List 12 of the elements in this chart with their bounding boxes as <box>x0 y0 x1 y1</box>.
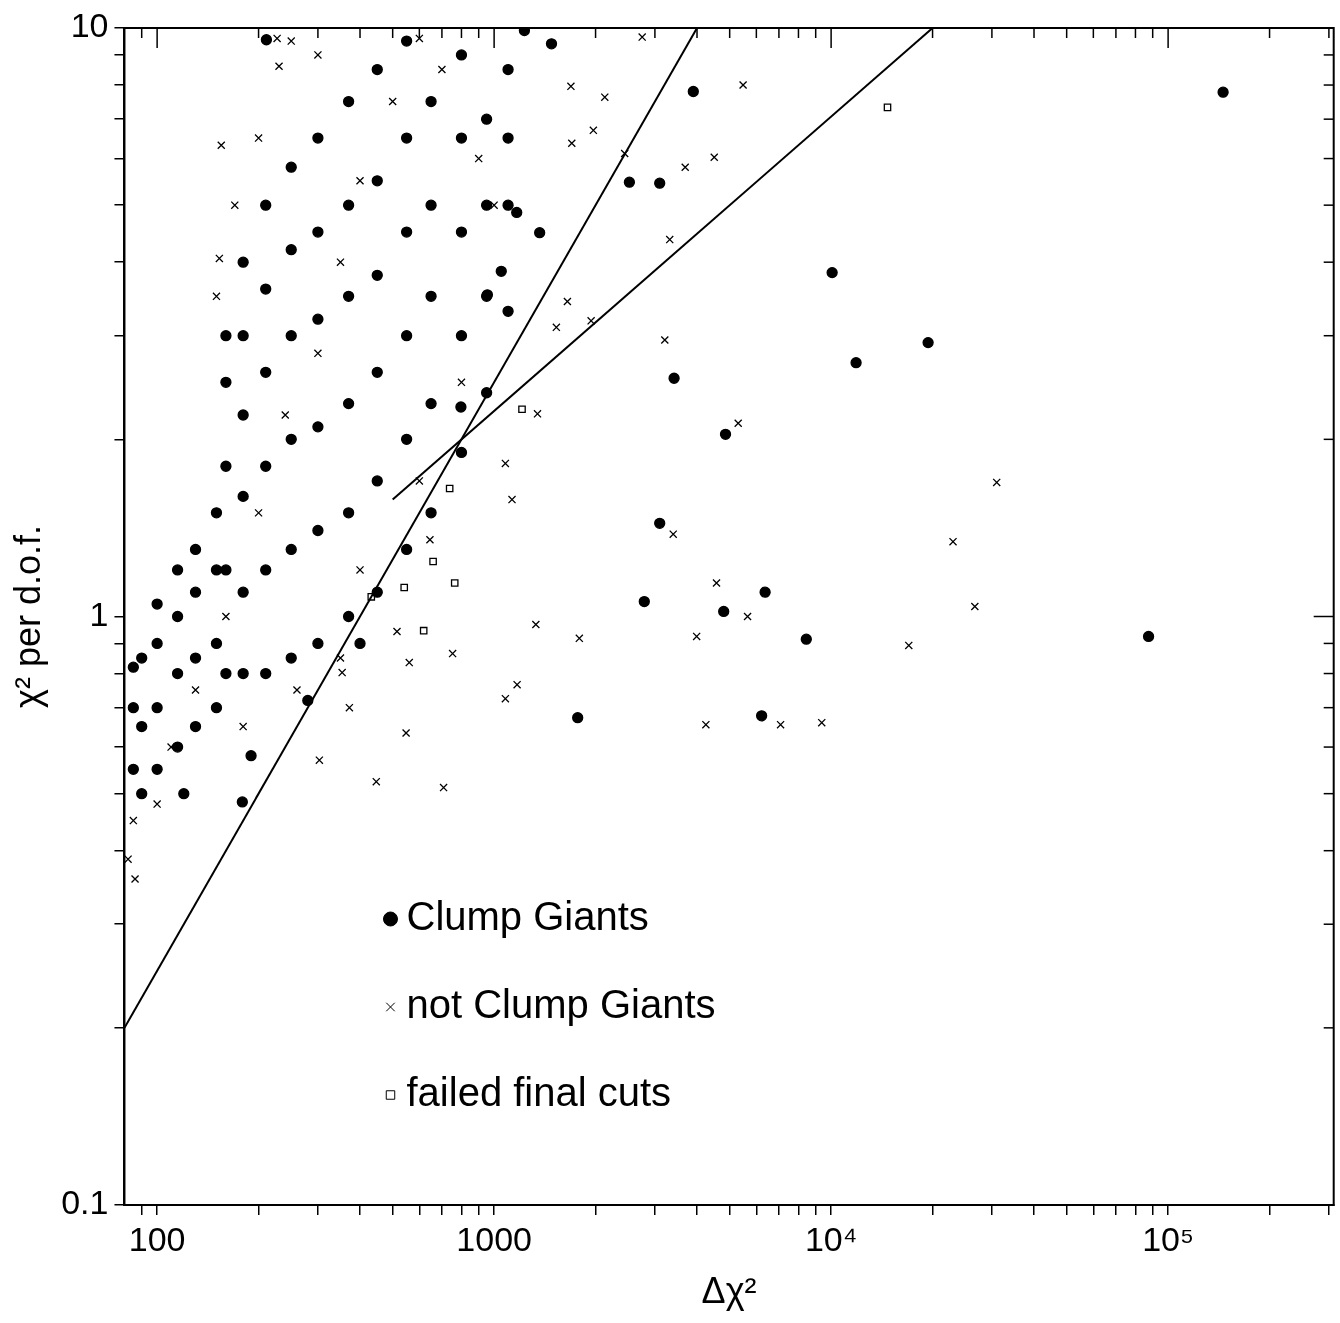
y-tick-label: 10 <box>70 6 109 45</box>
x-tick-label: 10⁴ <box>804 1219 858 1258</box>
x-tick-label: 100 <box>128 1219 186 1258</box>
x-tick-label: 1000 <box>456 1219 532 1258</box>
y-tick-label: 1 <box>89 594 109 633</box>
x-tick-label: 10⁵ <box>1142 1219 1195 1258</box>
y-tick-label: 0.1 <box>61 1183 109 1222</box>
x-axis-title: Δχ² <box>701 1270 757 1312</box>
legend-label: failed final cuts <box>406 1070 672 1115</box>
y-axis-title: χ² per d.o.f. <box>6 525 48 708</box>
legend-label: Clump Giants <box>406 894 649 939</box>
legend-label: not Clump Giants <box>406 982 716 1027</box>
